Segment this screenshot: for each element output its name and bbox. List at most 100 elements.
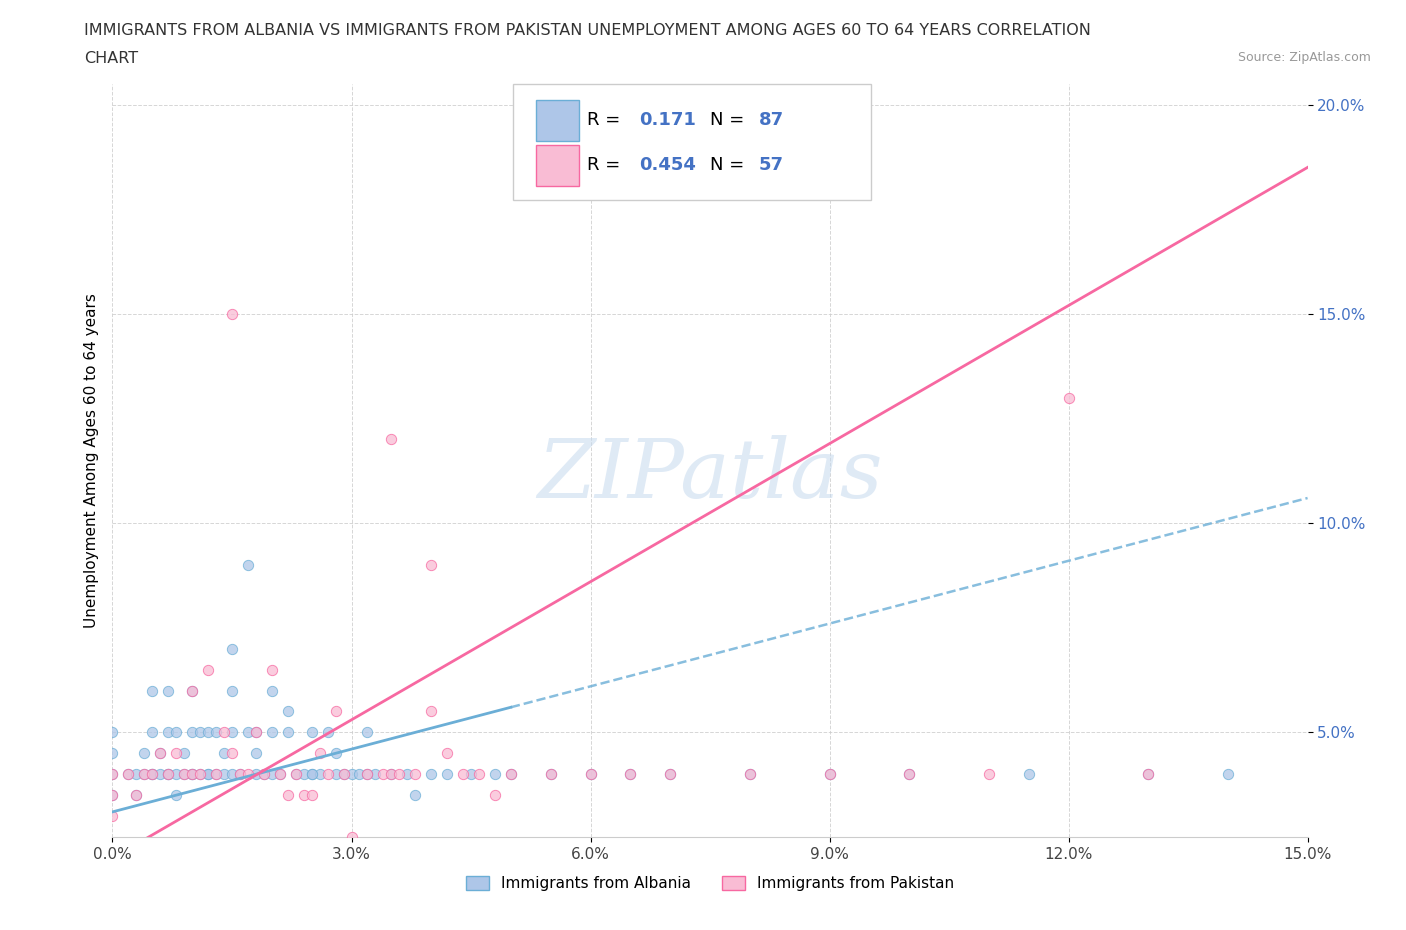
Point xyxy=(236,725,259,740)
Point xyxy=(134,766,156,781)
Point xyxy=(157,766,180,781)
Point xyxy=(157,683,180,698)
Point xyxy=(134,746,156,761)
Point xyxy=(165,746,187,761)
Point xyxy=(380,432,402,447)
Point xyxy=(141,725,163,740)
Point xyxy=(818,766,841,781)
Point xyxy=(284,766,307,781)
Point xyxy=(253,766,276,781)
Point xyxy=(301,788,323,803)
Point xyxy=(181,683,204,698)
Point xyxy=(404,766,426,781)
Point xyxy=(301,766,323,781)
Point xyxy=(101,766,124,781)
Point xyxy=(260,683,283,698)
Point xyxy=(659,766,682,781)
Point xyxy=(253,766,276,781)
Point xyxy=(205,766,228,781)
Text: CHART: CHART xyxy=(84,51,138,66)
Point xyxy=(173,766,195,781)
Point xyxy=(499,766,522,781)
Point xyxy=(619,766,641,781)
Text: N =: N = xyxy=(710,156,749,174)
Point xyxy=(308,746,330,761)
Point xyxy=(420,766,443,781)
Point xyxy=(221,746,243,761)
Point xyxy=(396,766,419,781)
Point xyxy=(308,766,330,781)
Point xyxy=(325,704,347,719)
Text: 0.454: 0.454 xyxy=(640,156,696,174)
Point xyxy=(221,307,243,322)
FancyBboxPatch shape xyxy=(536,100,579,141)
Point xyxy=(101,746,124,761)
Point xyxy=(117,766,139,781)
Point xyxy=(332,766,354,781)
Point xyxy=(380,766,402,781)
Point xyxy=(165,766,187,781)
Point xyxy=(659,766,682,781)
Point xyxy=(499,766,522,781)
Point xyxy=(468,766,491,781)
Point xyxy=(188,725,211,740)
Point xyxy=(356,725,378,740)
Point xyxy=(277,788,299,803)
Point xyxy=(436,746,458,761)
Point xyxy=(356,766,378,781)
Point xyxy=(277,725,299,740)
Point xyxy=(181,766,204,781)
Legend: Immigrants from Albania, Immigrants from Pakistan: Immigrants from Albania, Immigrants from… xyxy=(460,870,960,897)
Text: ZIPatlas: ZIPatlas xyxy=(537,435,883,515)
Point xyxy=(388,766,411,781)
Point xyxy=(141,766,163,781)
Text: R =: R = xyxy=(586,111,626,129)
Point xyxy=(125,788,148,803)
Point xyxy=(181,766,204,781)
Point xyxy=(301,725,323,740)
Point xyxy=(149,746,172,761)
Point xyxy=(579,766,602,781)
Point xyxy=(340,830,363,844)
Point xyxy=(221,766,243,781)
Point xyxy=(484,788,506,803)
Point xyxy=(898,766,921,781)
FancyBboxPatch shape xyxy=(513,84,872,201)
Point xyxy=(451,766,474,781)
Point xyxy=(245,725,267,740)
Point xyxy=(436,766,458,781)
Point xyxy=(101,788,124,803)
Point xyxy=(205,725,228,740)
Point xyxy=(484,766,506,781)
Point xyxy=(101,809,124,824)
Point xyxy=(157,766,180,781)
Point xyxy=(181,725,204,740)
Point xyxy=(149,766,172,781)
Point xyxy=(349,766,371,781)
Point xyxy=(316,725,339,740)
Point xyxy=(356,766,378,781)
Point xyxy=(245,746,267,761)
Point xyxy=(212,766,235,781)
Point xyxy=(1137,766,1160,781)
Point xyxy=(364,766,387,781)
Point xyxy=(197,766,219,781)
Point xyxy=(134,766,156,781)
Point xyxy=(205,766,228,781)
Point xyxy=(818,766,841,781)
Point xyxy=(540,766,562,781)
Point xyxy=(181,683,204,698)
Point xyxy=(332,766,354,781)
Point xyxy=(212,725,235,740)
Point xyxy=(301,766,323,781)
Point xyxy=(236,558,259,573)
Point xyxy=(260,662,283,677)
Point xyxy=(284,766,307,781)
Text: IMMIGRANTS FROM ALBANIA VS IMMIGRANTS FROM PAKISTAN UNEMPLOYMENT AMONG AGES 60 T: IMMIGRANTS FROM ALBANIA VS IMMIGRANTS FR… xyxy=(84,23,1091,38)
Point xyxy=(101,788,124,803)
Point xyxy=(245,766,267,781)
Point xyxy=(404,788,426,803)
Point xyxy=(221,725,243,740)
Point xyxy=(165,725,187,740)
Point xyxy=(197,725,219,740)
